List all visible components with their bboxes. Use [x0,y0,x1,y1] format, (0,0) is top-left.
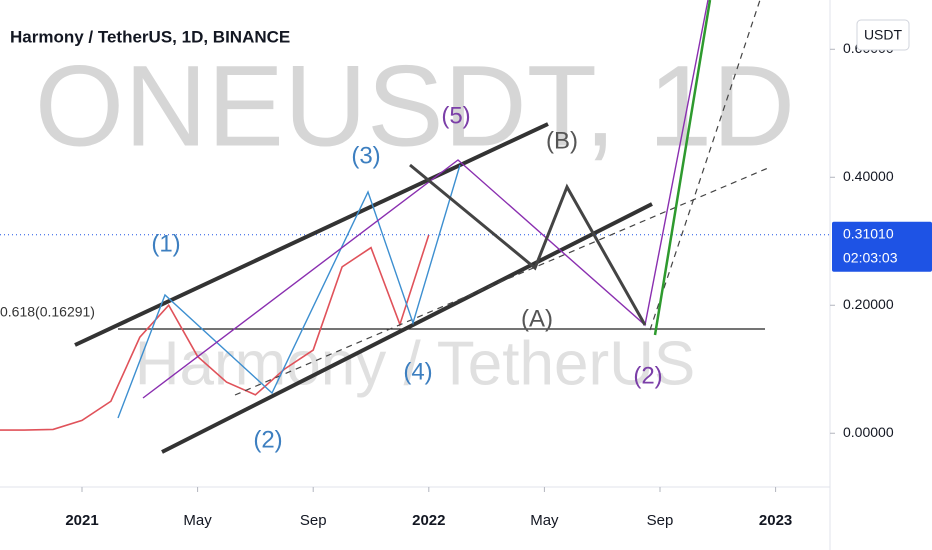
x-tick-label: May [183,512,212,529]
wave-label: (B) [546,127,578,154]
y-tick-label: 0.40000 [843,168,894,184]
last-price-label: 0.31010 [843,225,894,241]
price-axis [830,0,932,550]
plot: 0.618(0.16291) (1) (2) (3) (4) (5) (B) (A) (2) [0,102,830,453]
axes: 0.000000.200000.400000.600002021MaySep20… [65,40,932,529]
projection-green [653,0,712,336]
x-tick-label: 2022 [412,512,445,529]
currency-button[interactable] [856,19,910,51]
y-tick-label: 0.00000 [843,424,894,440]
countdown-label: 02:03:03 [843,249,898,265]
channel-upper [74,122,549,347]
wave-blue [117,164,461,419]
wave-label: (2) [253,426,282,453]
channel-lower [161,202,653,454]
wave-label: (2) [633,362,662,389]
drawings [74,0,769,454]
x-tick-label: Sep [647,512,674,529]
currency-label[interactable]: USDT [864,27,903,43]
x-tick-label: 2021 [65,512,98,529]
fib-label: 0.618(0.16291) [0,304,95,320]
wave-label: (4) [403,358,432,385]
watermark-sub: Harmony / TetherUS [135,329,696,398]
x-tick-label: 2023 [759,512,792,529]
x-tick-label: May [530,512,559,529]
wave-purple [142,0,709,399]
chart-title: Harmony / TetherUS, 1D, BINANCE [10,27,290,46]
watermark: ONEUSDT, 1D [35,42,795,170]
y-tick-label: 0.20000 [843,296,894,312]
last-price-tag [832,221,932,272]
wave-label: (1) [151,230,180,257]
wave-label: (3) [351,142,380,169]
wave-abc [409,163,647,326]
wave-label: (A) [521,305,553,332]
price-line [0,234,430,431]
x-tick-label: Sep [300,512,327,529]
dashed-target [649,0,761,331]
wave-label: (5) [441,102,470,129]
dashed-trend [234,167,769,396]
